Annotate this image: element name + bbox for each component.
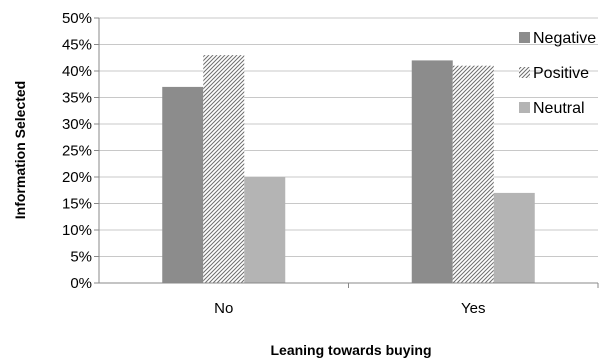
bar-positive-yes [452,65,494,283]
bar-positive-no [203,55,245,283]
legend-label-positive: Positive [533,65,589,82]
y-tick-label: 30% [62,116,92,133]
y-axis-title: Information Selected [12,81,28,219]
x-tick-labels: No Yes [214,283,599,317]
x-axis-title: Leaning towards buying [270,342,431,358]
y-tick-label: 20% [62,169,92,186]
y-tick-label: 15% [62,196,92,213]
legend: Negative Positive Neutral [519,30,596,117]
legend-swatch-positive [519,67,530,78]
x-tick-label: No [214,300,233,317]
y-tick-label: 25% [62,143,92,160]
bars-group [162,55,535,284]
y-tick-label: 50% [62,10,92,27]
y-tick-label: 45% [62,37,92,54]
y-tick-label: 35% [62,90,92,107]
legend-label-neutral: Neutral [533,100,585,117]
legend-swatch-neutral [519,102,530,113]
bar-negative-no [162,86,204,284]
bar-neutral-yes [493,192,535,283]
y-tick-labels: 0% 5% 10% 15% 20% 25% 30% 35% 40% 45% 50% [62,10,92,292]
y-tick-label: 10% [62,222,92,239]
legend-swatch-negative [519,32,530,43]
x-tick-label: Yes [461,300,485,317]
bar-negative-yes [411,60,453,284]
y-tick-label: 0% [70,275,92,292]
y-tick-label: 40% [62,63,92,80]
bar-neutral-no [244,177,286,283]
legend-label-negative: Negative [533,30,596,47]
y-tick-label: 5% [70,249,92,266]
